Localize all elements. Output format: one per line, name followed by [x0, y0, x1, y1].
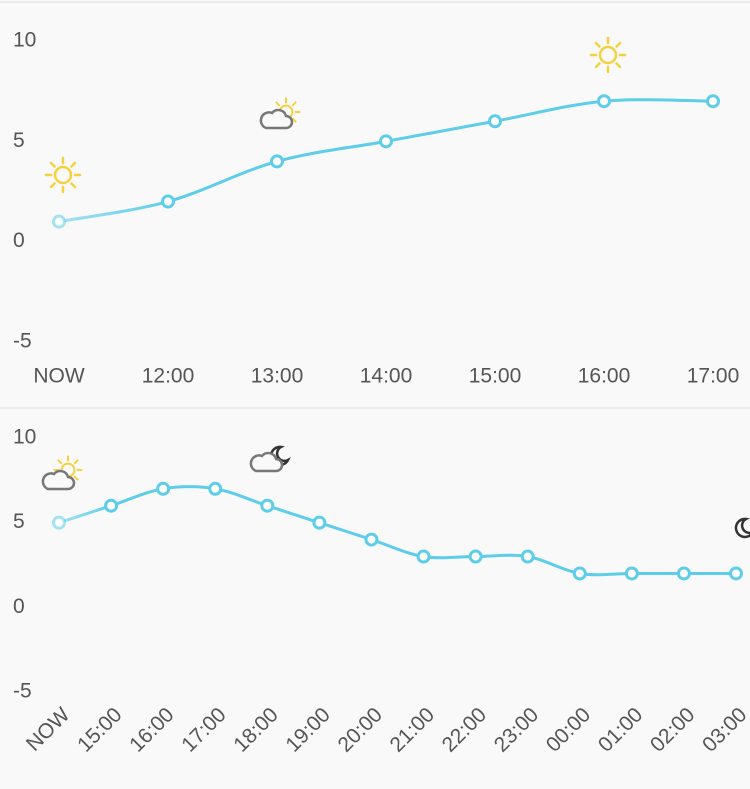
x-tick-label: 23:00 — [490, 703, 543, 756]
point — [156, 481, 171, 496]
x-tick-label: 00:00 — [542, 703, 595, 756]
point — [676, 566, 691, 581]
x-tick-label: 18:00 — [229, 703, 282, 756]
x-tick-label: 17:00 — [687, 365, 740, 388]
point — [597, 94, 611, 109]
point — [52, 214, 66, 229]
point — [270, 154, 284, 169]
point — [520, 549, 535, 564]
point — [364, 532, 379, 547]
x-tick-label: 21:00 — [386, 703, 439, 756]
x-tick-label: 15:00 — [469, 365, 522, 388]
x-tick-label: 15:00 — [73, 703, 126, 756]
point — [260, 498, 275, 513]
y-tick-label: -5 — [13, 680, 32, 703]
x-tick-label: 17:00 — [177, 703, 230, 756]
weather-icon — [41, 469, 76, 491]
weather-icon — [734, 517, 750, 539]
point — [104, 498, 119, 513]
point — [312, 515, 327, 530]
x-tick-label: NOW — [22, 703, 75, 756]
point — [572, 566, 587, 581]
y-tick-label: -5 — [13, 330, 32, 353]
point — [379, 134, 393, 149]
x-tick-label: 13:00 — [251, 365, 304, 388]
y-tick-label: 10 — [13, 29, 36, 52]
x-tick-label: 01:00 — [594, 703, 647, 756]
weather-icon — [589, 36, 627, 74]
point — [729, 566, 743, 581]
line — [58, 485, 736, 577]
point — [706, 94, 720, 109]
x-tick-label: 19:00 — [281, 703, 334, 756]
weather-icon — [259, 108, 294, 130]
y-tick-label: 0 — [13, 595, 25, 618]
x-tick-label: 12:00 — [142, 365, 195, 388]
y-tick-label: 0 — [13, 229, 25, 252]
point — [624, 566, 639, 581]
y-tick-label: 10 — [13, 426, 36, 449]
point — [488, 114, 502, 129]
y-tick-label: 5 — [13, 129, 25, 152]
line — [58, 98, 714, 224]
x-tick-label: 20:00 — [333, 703, 386, 756]
point — [161, 194, 175, 209]
point — [208, 481, 223, 496]
x-tick-label: 16:00 — [578, 365, 631, 388]
x-tick-label: NOW — [33, 365, 85, 388]
x-tick-label: 14:00 — [360, 365, 413, 388]
point — [52, 515, 66, 530]
x-tick-label: 22:00 — [438, 703, 491, 756]
point — [416, 549, 431, 564]
y-tick-label: 5 — [13, 510, 25, 533]
weather-icon — [44, 156, 82, 194]
x-tick-label: 03:00 — [698, 703, 750, 756]
x-tick-label: 16:00 — [125, 703, 178, 756]
x-tick-label: 02:00 — [646, 703, 699, 756]
point — [468, 549, 483, 564]
